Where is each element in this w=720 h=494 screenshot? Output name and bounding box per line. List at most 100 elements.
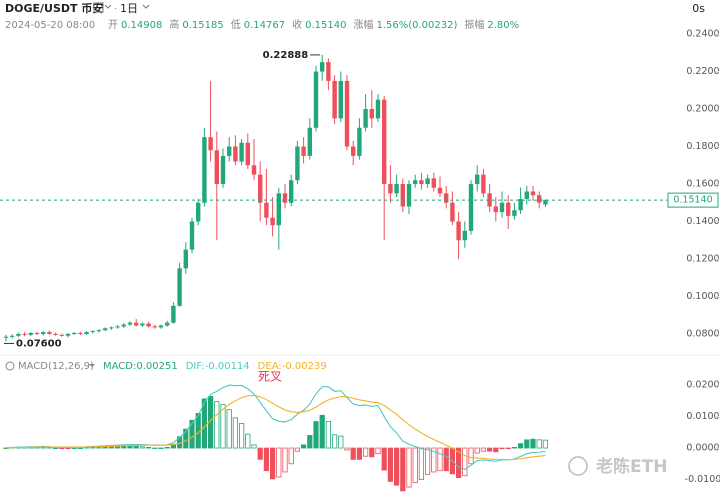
candle-body	[78, 333, 83, 335]
candle-body	[239, 142, 244, 162]
candle-body	[363, 109, 368, 128]
macd-bar	[418, 447, 425, 480]
macd-bar	[536, 439, 542, 449]
candle-body	[127, 322, 133, 325]
macd-bar	[412, 447, 418, 484]
macd-bar	[542, 439, 549, 449]
candle-body	[351, 146, 356, 156]
macd-bar	[530, 438, 536, 449]
watermark: 老陈ETH	[595, 456, 667, 477]
candle-body	[146, 323, 151, 327]
macd-bar	[307, 435, 313, 449]
candle-body	[338, 80, 343, 119]
macd-bar	[189, 419, 195, 449]
macd-bar	[325, 421, 332, 449]
ohlc-fields: 开 0.14908 高 0.15185 低 0.14767 收 0.15140 涨幅 1.56%(…	[108, 18, 519, 31]
candle-body	[202, 137, 207, 203]
macd-bar	[375, 447, 381, 455]
candle-body	[28, 333, 33, 335]
macd-bar	[238, 423, 245, 449]
candle-body	[543, 200, 548, 205]
candle-body	[165, 322, 170, 326]
field-label: 低	[231, 18, 241, 31]
candle-body	[282, 193, 288, 203]
dropdown-icon[interactable]	[104, 4, 112, 9]
candle-body	[375, 99, 381, 119]
macd-bar	[59, 447, 65, 450]
candle-body	[301, 146, 306, 156]
indicator-arrow[interactable]	[89, 364, 95, 367]
macd-bar	[133, 445, 139, 449]
watermark-icon	[568, 456, 588, 476]
macd-bar	[127, 445, 133, 449]
macd-bar	[245, 433, 251, 449]
candle-body	[264, 202, 269, 218]
macd-bar	[356, 447, 363, 460]
candle-body	[400, 183, 405, 207]
candle-body	[16, 333, 21, 336]
date: 2024-05-20 08:00	[5, 20, 95, 31]
macd-bar	[400, 447, 406, 492]
macd-bar	[263, 447, 270, 472]
macd-bar	[406, 447, 412, 488]
macd-bar	[455, 447, 462, 479]
candle-body	[524, 191, 529, 199]
candle-body	[53, 333, 58, 335]
candle-body	[90, 331, 95, 333]
interval[interactable]: 1日	[120, 2, 138, 15]
candle-body	[332, 80, 337, 119]
macd-bar	[65, 447, 71, 450]
candle-body	[394, 183, 399, 194]
candle-body	[227, 146, 232, 156]
macd-bar	[294, 447, 301, 452]
candle-body	[109, 327, 114, 329]
macd-bar	[201, 398, 207, 449]
candle-body	[320, 62, 325, 72]
candle-body	[47, 332, 52, 334]
field-value: 0.14908	[121, 20, 162, 31]
field-value: 2.80%	[487, 20, 519, 31]
macd-bar	[393, 447, 400, 486]
candle-body	[537, 195, 542, 203]
candle-body	[506, 202, 511, 216]
edit-icon[interactable]	[93, 2, 104, 13]
macd-legend: MACD:0.00251 DIF:-0.00114 DEA:-0.00239	[103, 361, 327, 372]
candle-body	[357, 127, 362, 156]
indicator-icon[interactable]	[5, 361, 15, 371]
death-cross-annotation: 死叉	[258, 370, 282, 384]
dot: ·	[114, 4, 117, 15]
candle-body	[326, 62, 331, 81]
symbol: DOGE/USDT 币安	[5, 1, 103, 15]
interval-arrow[interactable]	[142, 4, 150, 9]
timer: 0s	[692, 2, 705, 15]
candle-body	[431, 178, 436, 188]
legend-entry: DEA:-0.00239	[258, 361, 327, 372]
macd-bar	[350, 447, 356, 460]
macd-bar	[220, 404, 226, 449]
candle-body	[245, 142, 250, 166]
candle-body	[444, 193, 449, 203]
candle-body	[450, 202, 455, 222]
candle-body	[462, 230, 467, 241]
candle-body	[10, 335, 15, 337]
macd-bar	[381, 447, 387, 471]
candle-body	[499, 202, 505, 213]
field-value: 1.56%(0.00232)	[376, 20, 457, 31]
macd-bar	[152, 447, 158, 449]
candle-body	[115, 326, 120, 328]
macd-bar	[480, 447, 487, 452]
candle-body	[214, 150, 219, 184]
candle-body	[419, 180, 424, 184]
legend-entry: DIF:-0.00114	[186, 361, 250, 372]
macd-bar	[369, 447, 375, 458]
candle-body	[59, 334, 64, 336]
candle-body	[270, 217, 275, 226]
macd-bar	[362, 447, 369, 457]
candle-body	[3, 336, 9, 338]
macd-bar	[499, 447, 505, 450]
